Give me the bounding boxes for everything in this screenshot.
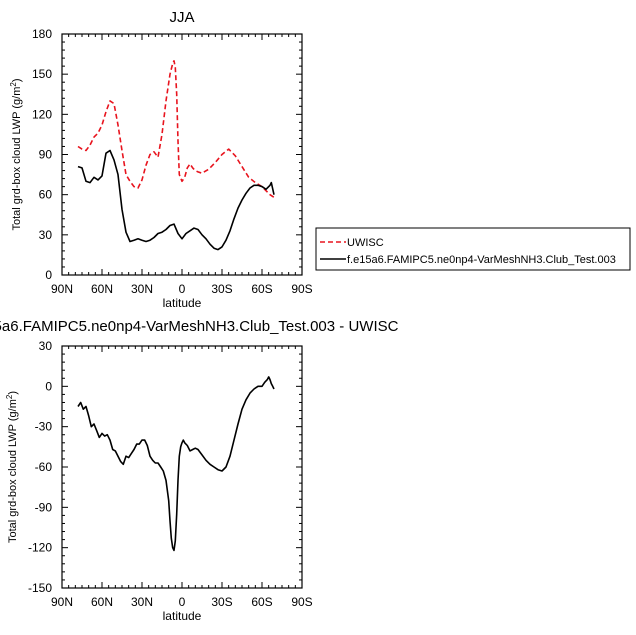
bottom-y-tick-label: -60 [35, 460, 53, 474]
top-chart-title: JJA [169, 9, 194, 26]
bottom-x-tick-label: 60S [251, 595, 272, 609]
bottom-y-tick-label: 0 [45, 379, 52, 393]
top-y-tick-label: 0 [45, 268, 52, 282]
top-x-tick-label: 90N [51, 282, 73, 296]
bottom-x-tick-label: 0 [179, 595, 186, 609]
top-x-tick-label: 30S [211, 282, 232, 296]
bottom-y-tick-label: -90 [35, 500, 53, 514]
top-y-tick-label: 30 [39, 228, 53, 242]
bottom-plot-frame [61, 345, 303, 589]
legend: UWISC f.e15a6.FAMIPC5.ne0np4-VarMeshNH3.C… [315, 227, 631, 271]
bottom-x-axis-label: latitude [163, 609, 202, 623]
legend-label-0: UWISC [347, 237, 384, 249]
bottom-y-tick-label: -120 [28, 541, 52, 555]
top-y-tick-label: 150 [32, 67, 52, 81]
legend-box [315, 227, 631, 271]
bottom-y-tick-label: -30 [35, 420, 53, 434]
bottom-x-tick-label: 90N [51, 595, 73, 609]
legend-label-1: f.e15a6.FAMIPC5.ne0np4-VarMeshNH3.Club_T… [347, 254, 616, 266]
top-y-tick-label: 120 [32, 107, 52, 121]
top-x-tick-label: 60S [251, 282, 272, 296]
bottom-x-tick-label: 30N [131, 595, 153, 609]
top-series-line-0 [77, 59, 275, 198]
bottom-y-tick-label: 30 [39, 339, 53, 353]
bottom-series-line-0 [77, 376, 275, 552]
top-y-axis-label: Total grd-box cloud LWP (g/m2) [9, 78, 23, 230]
top-x-tick-label: 90S [291, 282, 312, 296]
bottom-x-tick-label: 90S [291, 595, 312, 609]
top-y-tick-label: 180 [32, 27, 52, 41]
top-y-tick-label: 90 [39, 148, 53, 162]
bottom-x-tick-label: 30S [211, 595, 232, 609]
bottom-y-axis-label: Total grd-box cloud LWP (g/m2) [5, 391, 19, 543]
top-series-line-1 [77, 149, 275, 251]
bottom-y-tick-label: -150 [28, 581, 52, 595]
bottom-chart-title: 5a6.FAMIPC5.ne0np4-VarMeshNH3.Club_Test.… [0, 318, 399, 335]
top-x-axis-label: latitude [163, 296, 202, 310]
top-x-tick-label: 30N [131, 282, 153, 296]
top-x-tick-label: 60N [91, 282, 113, 296]
top-x-tick-label: 0 [179, 282, 186, 296]
top-y-tick-label: 60 [39, 188, 53, 202]
bottom-x-tick-label: 60N [91, 595, 113, 609]
bottom-panel: 5a6.FAMIPC5.ne0np4-VarMeshNH3.Club_Test.… [0, 318, 399, 623]
top-panel: JJA 90N 60N 30N 0 30S 60S 90S 0 30 60 90 120 150 180 la… [9, 9, 631, 310]
